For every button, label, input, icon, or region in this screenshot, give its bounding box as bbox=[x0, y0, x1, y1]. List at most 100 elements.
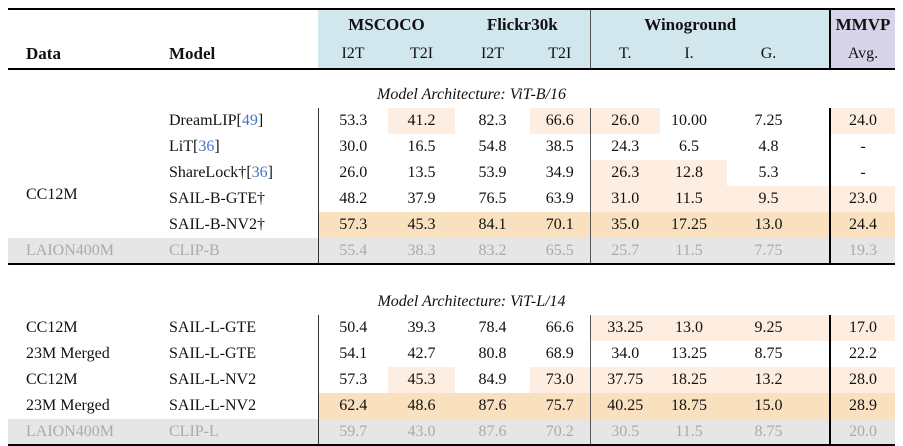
value-cell: 38.5 bbox=[545, 138, 574, 155]
table-row: SAIL-B-GTE† 48.2 37.9 76.5 63.9 31.0 11.5 9.5 23… bbox=[8, 186, 895, 212]
model-name: SAIL-L-GTE bbox=[169, 319, 257, 336]
value-cell: 53.9 bbox=[478, 164, 507, 181]
model-name: DreamLIP bbox=[169, 112, 237, 129]
value-cell: 80.8 bbox=[478, 345, 507, 362]
value-cell: 50.4 bbox=[317, 315, 388, 341]
model-name: SAIL-L-GTE bbox=[169, 345, 257, 362]
value-cell: 13.25 bbox=[671, 345, 707, 362]
value-cell: 70.2 bbox=[530, 419, 590, 446]
value-cell: - bbox=[829, 160, 895, 186]
subcol-mscoco-t2i: T2I bbox=[388, 39, 455, 70]
value-cell: 4.8 bbox=[758, 138, 779, 155]
col-header-model: Model bbox=[165, 9, 318, 70]
value-cell: 87.6 bbox=[455, 393, 530, 419]
value-cell: 87.6 bbox=[455, 419, 530, 446]
header-group-winoground: Winoground bbox=[589, 9, 830, 39]
value-cell: 35.0 bbox=[589, 212, 660, 238]
value-cell: 83.2 bbox=[455, 238, 530, 265]
table-row: SAIL-B-NV2† 57.3 45.3 84.1 70.1 35.0 17.25 13.0… bbox=[8, 212, 895, 238]
value-cell: 24.3 bbox=[589, 134, 660, 160]
header-group-mscoco: MSCOCO bbox=[318, 9, 455, 39]
subcol-flickr-t2i: T2I bbox=[530, 39, 590, 70]
citation-link[interactable]: 36 bbox=[198, 138, 215, 155]
value-cell: 37.9 bbox=[407, 190, 436, 207]
section-spacer bbox=[8, 264, 895, 277]
table-row: 23M Merged SAIL-L-GTE 54.1 42.7 80.8 68.9 34.0… bbox=[8, 341, 895, 367]
model-name: SAIL-L-NV2 bbox=[169, 397, 257, 414]
value-cell: 37.75 bbox=[589, 367, 660, 393]
value-cell: 16.5 bbox=[407, 138, 436, 155]
value-cell: 20.0 bbox=[829, 419, 895, 446]
table-row: CC12M SAIL-L-GTE 50.4 39.3 78.4 66.6 33.25 13.0… bbox=[8, 315, 895, 341]
header-group-flickr30k: Flickr30k bbox=[455, 9, 590, 39]
table-row: CC12M SAIL-L-NV2 57.3 45.3 84.9 73.0 37.75 18.2… bbox=[8, 367, 895, 393]
citation-link[interactable]: 49 bbox=[241, 112, 258, 129]
subcol-wino-group: G. bbox=[727, 39, 830, 70]
table-row: LAION400M CLIP-L 59.7 43.0 87.6 70.2 30.5 11.5 8… bbox=[8, 419, 895, 446]
results-table: Data Model MSCOCO Flickr30k Winoground M… bbox=[8, 8, 895, 446]
subcol-mscoco-i2t: I2T bbox=[318, 39, 388, 70]
value-cell: 65.5 bbox=[530, 238, 590, 265]
value-cell: 75.7 bbox=[530, 393, 590, 419]
model-cell: CLIP-B bbox=[165, 238, 318, 265]
value-cell: 26.0 bbox=[589, 108, 660, 134]
model-name: SAIL-B-GTE† bbox=[169, 190, 265, 207]
value-cell: 34.0 bbox=[589, 341, 660, 367]
value-cell: 57.3 bbox=[317, 367, 388, 393]
value-cell: 43.0 bbox=[388, 419, 455, 446]
value-cell: 28.0 bbox=[829, 367, 895, 393]
subcol-wino-text: T. bbox=[589, 39, 660, 70]
value-cell: 34.9 bbox=[545, 164, 574, 181]
model-name: CLIP-L bbox=[169, 422, 219, 440]
value-cell: 63.9 bbox=[545, 190, 574, 207]
value-cell: 57.3 bbox=[317, 212, 388, 238]
value-cell: 13.0 bbox=[727, 212, 830, 238]
value-cell: 66.6 bbox=[545, 319, 574, 336]
value-cell: 19.3 bbox=[829, 238, 895, 265]
value-cell: 40.25 bbox=[589, 393, 660, 419]
model-cell: SAIL-L-GTE bbox=[165, 315, 318, 341]
value-cell: 13.2 bbox=[727, 367, 830, 393]
subcol-wino-image: I. bbox=[660, 39, 727, 70]
dataset-cell: CC12M bbox=[26, 185, 78, 203]
model-cell: SAIL-L-NV2 bbox=[165, 393, 318, 419]
dataset-cell: 23M Merged bbox=[26, 397, 110, 414]
value-cell: 15.0 bbox=[727, 393, 830, 419]
value-cell: 30.0 bbox=[317, 134, 388, 160]
value-cell: 54.8 bbox=[478, 138, 507, 155]
header-group-mmvp: MMVP bbox=[829, 9, 895, 39]
value-cell: 73.0 bbox=[530, 367, 590, 393]
model-name: SAIL-L-NV2 bbox=[169, 371, 257, 388]
value-cell: 39.3 bbox=[407, 319, 436, 336]
model-name: LiT bbox=[169, 138, 193, 155]
value-cell: 24.4 bbox=[829, 212, 895, 238]
value-cell: 23.0 bbox=[829, 186, 895, 212]
dataset-cell: 23M Merged bbox=[26, 345, 110, 362]
table-row: 23M Merged SAIL-L-NV2 62.4 48.6 87.6 75.7 40.2… bbox=[8, 393, 895, 419]
value-cell: 48.2 bbox=[317, 186, 388, 212]
value-cell: 78.4 bbox=[478, 319, 507, 336]
value-cell: 84.9 bbox=[478, 371, 507, 388]
value-cell: 18.25 bbox=[660, 367, 727, 393]
model-cell: CLIP-L bbox=[165, 419, 318, 446]
value-cell: 24.0 bbox=[829, 108, 895, 134]
model-name: ShareLock† bbox=[169, 164, 247, 181]
dataset-cell: LAION400M bbox=[8, 238, 165, 265]
value-cell: 13.5 bbox=[407, 164, 436, 181]
value-cell: 18.75 bbox=[660, 393, 727, 419]
value-cell: 45.3 bbox=[388, 212, 455, 238]
model-name: SAIL-B-NV2† bbox=[169, 216, 265, 233]
table-row: LiT[36] 30.0 16.5 54.8 38.5 24.3 6.5 4.8 - bbox=[8, 134, 895, 160]
value-cell: 11.5 bbox=[660, 238, 727, 265]
value-cell: 48.6 bbox=[388, 393, 455, 419]
value-cell: 9.5 bbox=[727, 186, 830, 212]
value-cell: 11.5 bbox=[660, 419, 727, 446]
value-cell: 55.4 bbox=[317, 238, 388, 265]
model-cell: SAIL-B-NV2† bbox=[165, 212, 318, 238]
value-cell: 54.1 bbox=[317, 341, 388, 367]
value-cell: 17.0 bbox=[829, 315, 895, 341]
header-group-row: Data Model MSCOCO Flickr30k Winoground M… bbox=[8, 9, 895, 70]
citation-link[interactable]: 36 bbox=[251, 164, 268, 181]
value-cell: 84.1 bbox=[455, 212, 530, 238]
value-cell: 66.6 bbox=[530, 108, 590, 134]
